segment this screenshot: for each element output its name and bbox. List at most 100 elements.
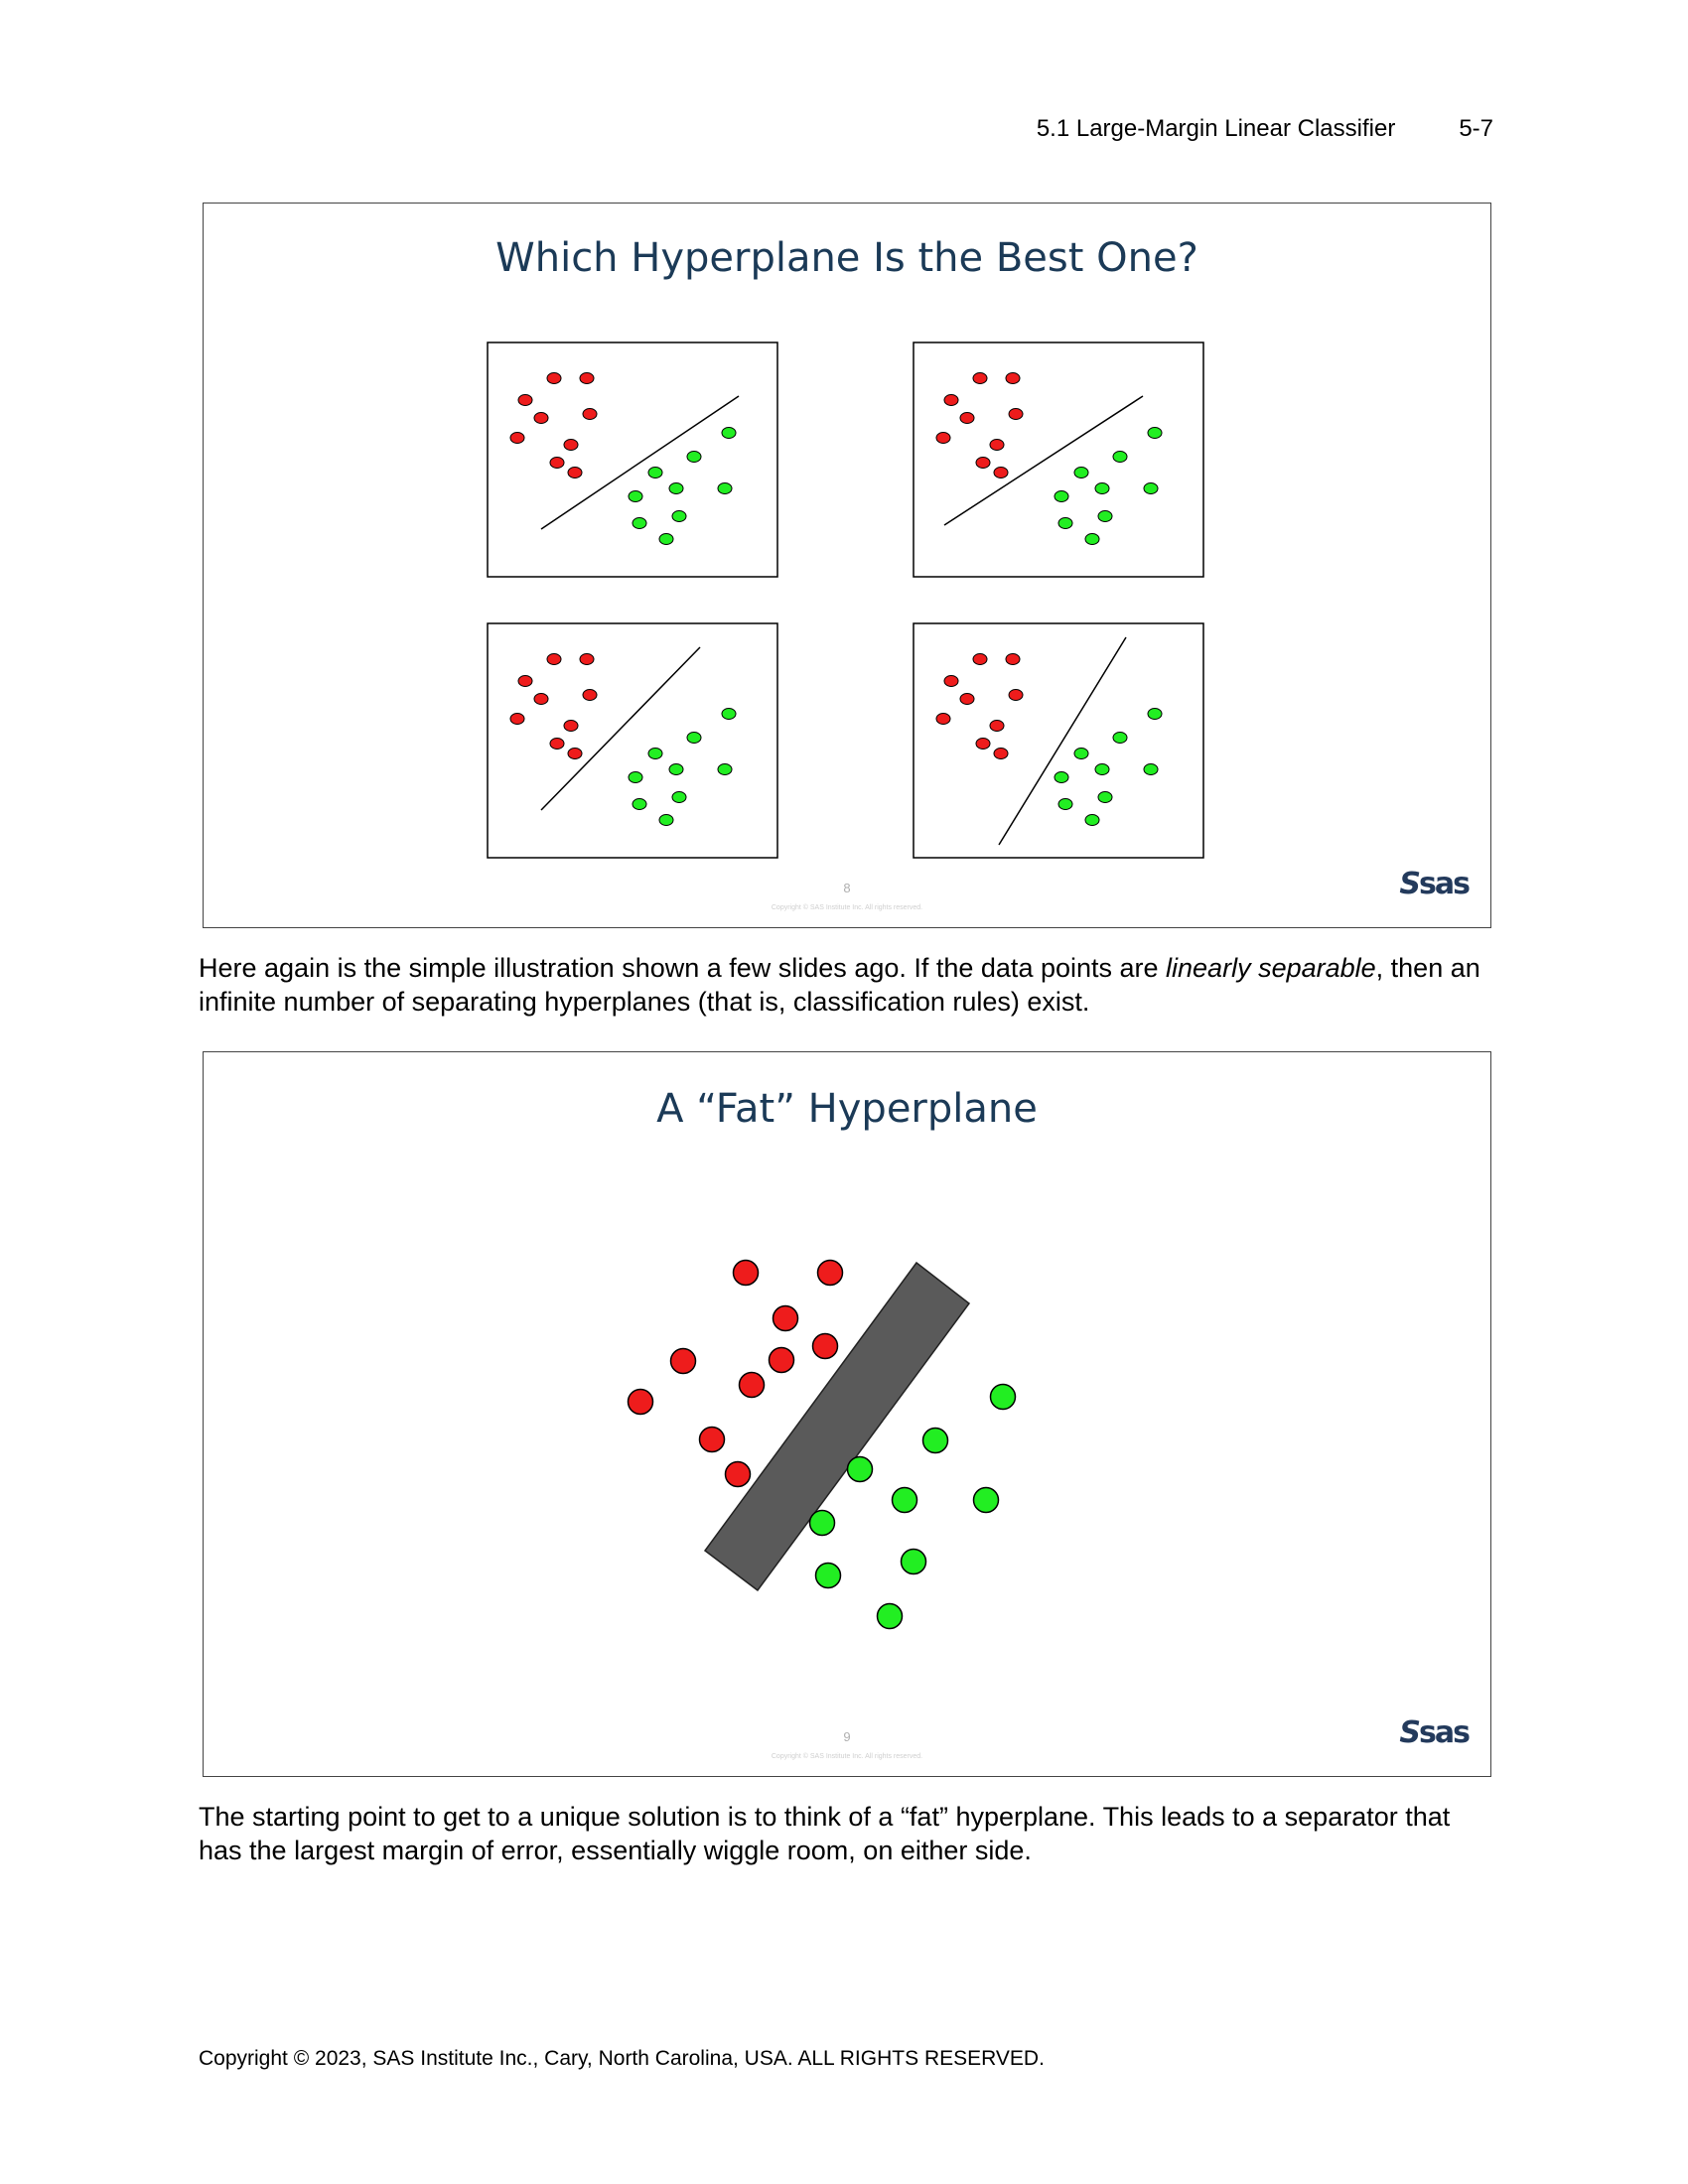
green-point [717,482,733,494]
red-point [1005,372,1021,384]
green-point [1054,490,1069,502]
panel-frame [487,622,778,859]
green-point [1112,732,1128,744]
green-point [668,482,684,494]
green-point [628,490,643,502]
red-point [959,412,975,424]
plot-panel [487,622,778,859]
green-point [671,510,687,522]
green-point [1084,533,1100,545]
separating-line [943,395,1144,526]
red-point [1008,408,1024,420]
green-point [1097,791,1113,803]
green-point [1057,517,1073,529]
red-point [975,457,991,469]
red-point [959,693,975,705]
plot-panel [913,622,1204,859]
green-point [686,732,702,744]
red-point [549,457,565,469]
sas-logo: Ssas [1399,1715,1471,1750]
red-point [732,1259,760,1287]
red-point [563,439,579,451]
green-point [808,1509,836,1537]
red-point [669,1347,697,1375]
red-point [567,748,583,759]
red-point [768,1346,795,1374]
red-point [935,713,951,725]
green-point [891,1486,918,1514]
slide-copyright: Copyright © SAS Institute Inc. All right… [771,1753,923,1760]
green-point [658,533,674,545]
red-point [935,432,951,444]
green-point [628,771,643,783]
green-point [846,1455,874,1483]
red-point [972,372,988,384]
italic-term: linearly separable [1166,953,1376,983]
red-point [972,653,988,665]
red-point [993,467,1009,478]
green-point [1084,814,1100,826]
paragraph-2: The starting point to get to a unique so… [199,1802,1451,1865]
green-point [900,1548,927,1575]
red-point [567,467,583,478]
slide-fat-hyperplane: A “Fat” Hyperplane 9 Copyright © SAS Ins… [203,1051,1491,1777]
panel-frame [913,341,1204,578]
green-point [686,451,702,463]
red-point [993,748,1009,759]
fat-hyperplane-figure [627,1259,1017,1630]
red-point [989,439,1005,451]
red-point [772,1304,799,1332]
plot-panel [487,341,778,578]
red-point [582,689,598,701]
red-point [582,408,598,420]
green-point [1073,748,1089,759]
green-point [1054,771,1069,783]
panel-frame [913,622,1204,859]
separating-line [540,395,740,530]
red-point [549,738,565,750]
green-point [989,1383,1017,1411]
paragraph-1: Here again is the simple illustration sh… [199,953,1480,1017]
separating-line [540,646,701,811]
red-point [533,693,549,705]
red-point [517,394,533,406]
green-point [1094,763,1110,775]
red-point [943,394,959,406]
green-point [632,798,647,810]
green-point [814,1562,842,1589]
green-point [647,467,663,478]
green-point [658,814,674,826]
green-point [1097,510,1113,522]
plot-panel [913,341,1204,578]
separating-line [998,636,1127,846]
slide-number: 9 [843,1729,851,1744]
green-point [1143,482,1159,494]
page-number: 5-7 [1459,115,1493,142]
page-footer: Copyright © 2023, SAS Institute Inc., Ca… [199,2047,1045,2070]
slide-number: 8 [843,881,851,895]
running-header: 5.1 Large-Margin Linear Classifier 5-7 [1037,115,1493,143]
green-point [1147,708,1163,720]
red-point [627,1388,654,1416]
slide-which-hyperplane: Which Hyperplane Is the Best One? 8 Copy… [203,203,1491,928]
red-point [811,1332,839,1360]
green-point [1057,798,1073,810]
green-point [876,1602,904,1630]
green-point [972,1486,1000,1514]
section-title: 5.1 Large-Margin Linear Classifier [1036,115,1396,142]
red-point [509,432,525,444]
red-point [579,372,595,384]
sas-logo: Ssas [1399,867,1471,901]
green-point [921,1427,949,1454]
green-point [1147,427,1163,439]
green-point [1112,451,1128,463]
green-point [721,708,737,720]
red-point [698,1426,726,1453]
red-point [975,738,991,750]
green-point [1143,763,1159,775]
green-point [632,517,647,529]
red-point [546,372,562,384]
red-point [738,1371,766,1399]
red-point [533,412,549,424]
red-point [943,675,959,687]
